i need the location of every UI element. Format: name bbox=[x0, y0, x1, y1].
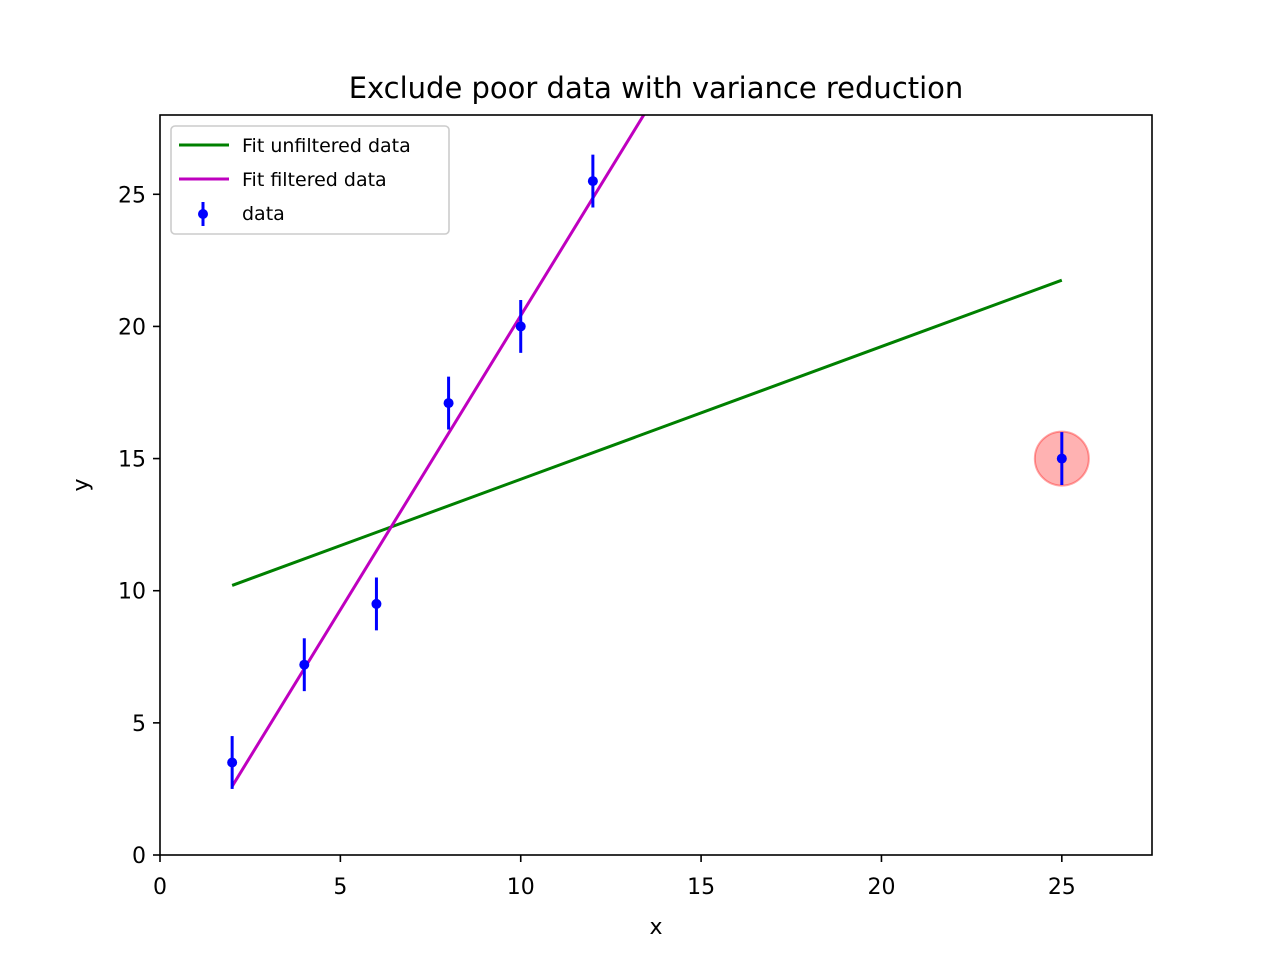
data-point bbox=[587, 176, 598, 187]
legend-label-data: data bbox=[242, 203, 285, 225]
legend-box bbox=[170, 125, 450, 235]
data-point bbox=[299, 659, 310, 670]
data-point bbox=[1056, 453, 1067, 464]
x-tick-label: 15 bbox=[687, 875, 715, 900]
data-point bbox=[515, 321, 526, 332]
x-axis-label: x bbox=[649, 915, 662, 940]
axes-frame bbox=[159, 114, 1153, 856]
plot-marks bbox=[227, 115, 1090, 789]
y-tick-label: 20 bbox=[118, 315, 146, 340]
y-axis-ticks: 0 5 10 15 20 25 bbox=[118, 183, 160, 869]
data-point bbox=[443, 398, 454, 409]
legend-label-fit-filtered: Fit filtered data bbox=[242, 169, 387, 191]
y-axis-label: y bbox=[69, 478, 94, 491]
x-axis-ticks: 0 5 10 15 20 25 bbox=[153, 855, 1076, 900]
x-tick-label: 25 bbox=[1048, 875, 1076, 900]
x-tick-label: 5 bbox=[333, 875, 347, 900]
x-tick-label: 0 bbox=[153, 875, 167, 900]
fit-unfiltered-line bbox=[231, 278, 1063, 587]
data-point bbox=[371, 598, 382, 609]
plot-area bbox=[160, 115, 1152, 855]
legend-swatch-data bbox=[198, 202, 208, 226]
y-tick-label: 0 bbox=[132, 844, 146, 869]
chart-title: Exclude poor data with variance reductio… bbox=[349, 71, 964, 105]
data-point bbox=[227, 757, 238, 768]
legend: Fit unfiltered data Fit filtered data da… bbox=[170, 125, 450, 235]
x-tick-label: 10 bbox=[507, 875, 535, 900]
y-tick-label: 10 bbox=[118, 580, 146, 605]
y-tick-label: 5 bbox=[132, 712, 146, 737]
legend-label-fit-unfiltered: Fit unfiltered data bbox=[242, 135, 411, 157]
x-tick-label: 20 bbox=[867, 875, 895, 900]
fit-filtered-line bbox=[230, 115, 646, 788]
y-tick-label: 15 bbox=[118, 448, 146, 473]
y-tick-label: 25 bbox=[118, 183, 146, 208]
